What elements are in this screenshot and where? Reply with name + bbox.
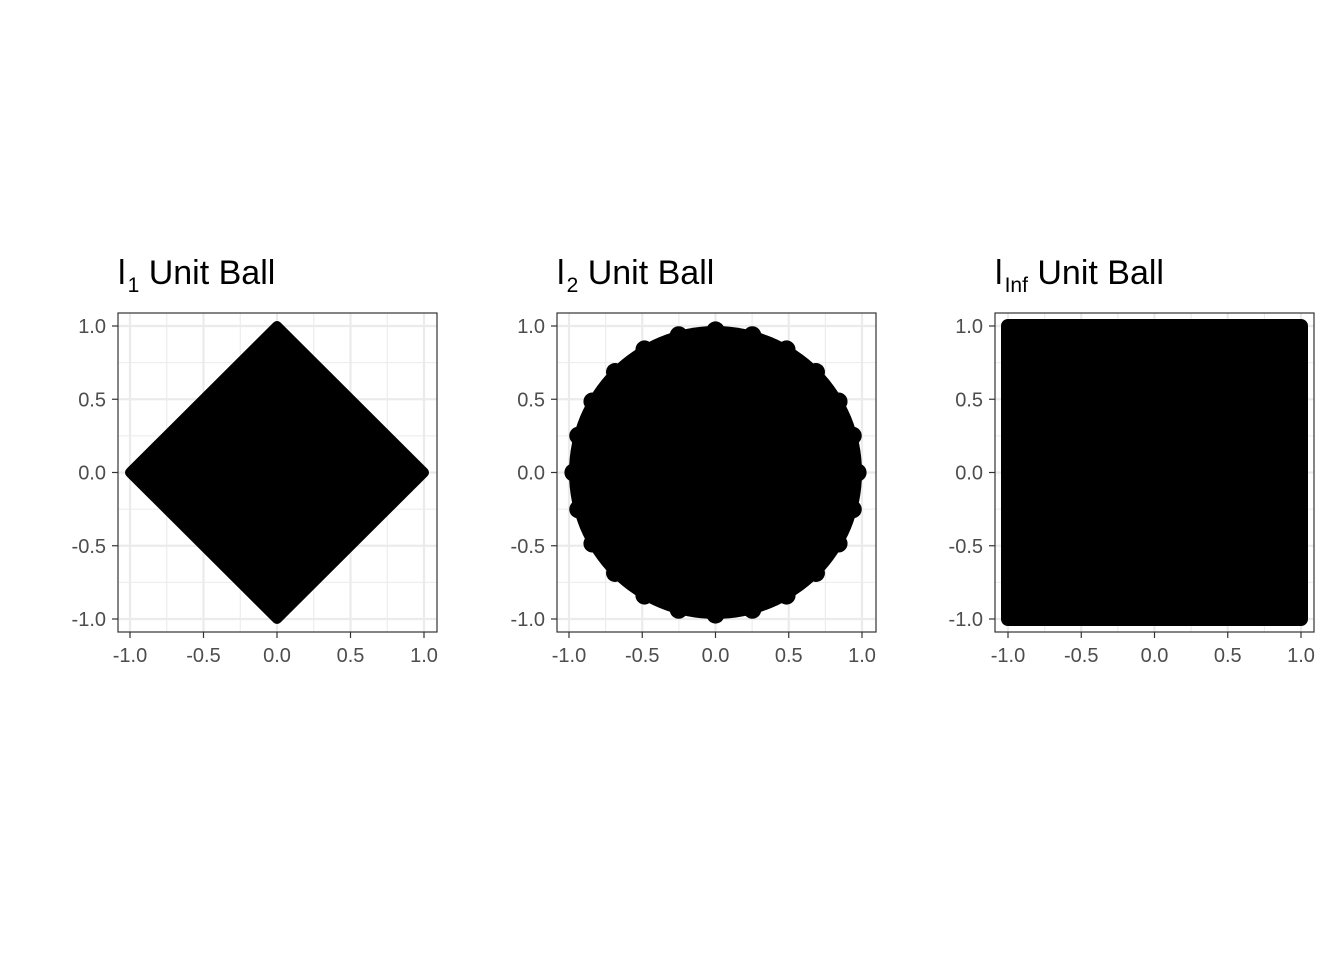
x-tick-label: 1.0	[1287, 645, 1315, 667]
title-base: l	[995, 254, 1003, 292]
x-tick-label: 0.0	[263, 645, 291, 667]
edge-point	[806, 363, 825, 382]
edge-point	[829, 534, 848, 553]
x-tick-label: 1.0	[848, 645, 876, 667]
edge-point	[606, 363, 625, 382]
edge-point	[706, 605, 725, 624]
y-tick-label: 0.0	[78, 463, 106, 485]
edge-point	[829, 392, 848, 411]
title-subscript: 1	[128, 274, 140, 297]
l1-point-cloud	[125, 321, 429, 624]
y-tick-label: -0.5	[72, 536, 106, 558]
edge-point	[669, 326, 688, 345]
panels: -1.0 -0.5 0.0 0.5 1.0-1.0-0.50.00.51.0l1 Uni…	[72, 254, 1315, 667]
edge-point	[777, 586, 796, 605]
panel-l2: -1.0 -0.5 0.0 0.5 1.0 -1.0 -0.5 0.0 0.5 1.0 l2 Uni…	[511, 254, 877, 667]
edge-point	[806, 563, 825, 582]
edge-point	[569, 500, 588, 519]
edge-point	[583, 534, 602, 553]
title-rest: Unit Ball	[139, 254, 275, 292]
edge-point	[743, 600, 762, 619]
edge-point	[606, 563, 625, 582]
title-rest: Unit Ball	[578, 254, 714, 292]
edge-point	[583, 392, 602, 411]
x-tick-label: -1.0	[113, 645, 147, 667]
y-tick-label: 0.5	[955, 389, 983, 411]
y-tick-label: 1.0	[78, 316, 106, 338]
title-subscript: 2	[567, 274, 579, 297]
y-tick-label: 0.0	[955, 463, 983, 485]
panel-title: l1 Unit Ball	[118, 254, 275, 297]
edge-point	[843, 500, 862, 519]
x-tick-label: 0.0	[702, 645, 730, 667]
x-tick-label: 0.5	[775, 645, 803, 667]
edge-point	[743, 326, 762, 345]
y-tick-label: -0.5	[511, 536, 545, 558]
x-tick-label: -0.5	[625, 645, 659, 667]
title-base: l	[557, 254, 565, 292]
panel-title: lInf Unit Ball	[995, 254, 1164, 297]
y-tick-label: 0.5	[78, 389, 106, 411]
edge-point	[848, 463, 867, 482]
y-tick-label: 1.0	[517, 316, 545, 338]
l2-point-cloud	[569, 326, 862, 619]
edge-point	[669, 600, 688, 619]
edge-point	[635, 586, 654, 605]
edge-point	[635, 340, 654, 359]
y-tick-label: 1.0	[955, 316, 983, 338]
edge-point	[843, 426, 862, 445]
edge-point	[706, 321, 725, 340]
y-tick-label: -1.0	[949, 609, 983, 631]
y-tick-label: 0.0	[517, 463, 545, 485]
edge-point	[564, 463, 583, 482]
panel-title: l2 Unit Ball	[557, 254, 714, 297]
title-rest: Unit Ball	[1028, 254, 1164, 292]
y-tick-label: -0.5	[949, 536, 983, 558]
edge-point	[777, 340, 796, 359]
x-tick-label: -1.0	[991, 645, 1025, 667]
y-tick-label: 0.5	[517, 389, 545, 411]
title-subscript: Inf	[1005, 274, 1029, 297]
y-tick-label: -1.0	[72, 609, 106, 631]
y-tick-label: -1.0	[511, 609, 545, 631]
x-tick-label: 0.5	[337, 645, 365, 667]
x-tick-label: -0.5	[186, 645, 220, 667]
x-tick-label: 0.0	[1141, 645, 1169, 667]
title-base: l	[118, 254, 126, 292]
linf-point-cloud	[1001, 319, 1308, 626]
x-tick-label: -0.5	[1064, 645, 1098, 667]
edge-point	[569, 426, 588, 445]
panel-linf: -1.0 -0.5 0.0 0.5 1.0 -1.0 -0.5 0.0 0.5 1.0 lInf U…	[949, 254, 1315, 667]
x-tick-label: -1.0	[552, 645, 586, 667]
x-tick-label: 0.5	[1214, 645, 1242, 667]
panel-l1: -1.0 -0.5 0.0 0.5 1.0 -1.0 -0.5 0.0 0.5 1.0 l1 Uni…	[72, 254, 438, 667]
x-tick-label: 1.0	[410, 645, 438, 667]
